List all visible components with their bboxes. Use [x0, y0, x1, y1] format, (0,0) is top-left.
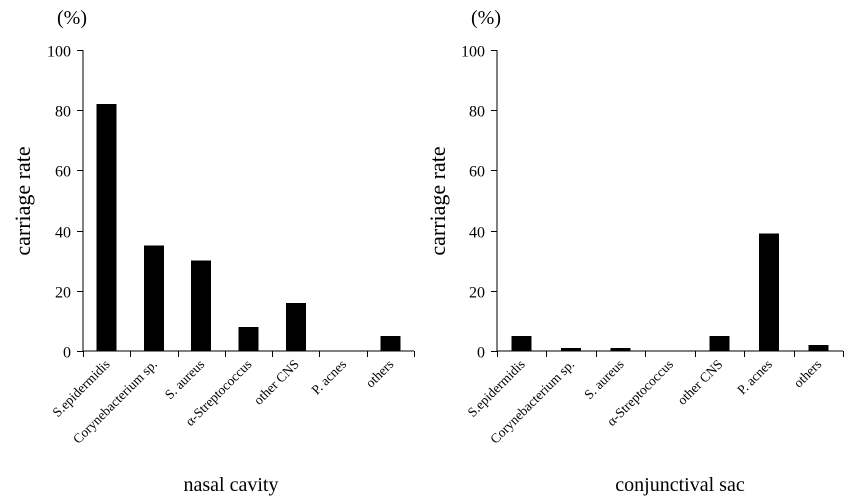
x-tick-label: Corynebacterium sp.	[487, 357, 577, 447]
y-tick-label: 20	[55, 285, 71, 302]
x-tick-label: P. acnes	[308, 357, 349, 398]
y-axis-title: carriage rate	[425, 146, 450, 255]
y-tick-label: 20	[469, 285, 485, 302]
x-tick-label: others	[363, 357, 397, 391]
unit-label: (%)	[57, 7, 87, 29]
y-tick-label: 0	[63, 345, 71, 362]
x-axis-title: conjunctival sac	[615, 474, 745, 496]
y-tick-label: 40	[469, 225, 485, 242]
x-axis-title: nasal cavity	[184, 474, 279, 496]
y-tick-label: 40	[55, 225, 71, 242]
bar	[285, 302, 306, 351]
bar	[610, 348, 631, 351]
y-tick-label: 60	[55, 164, 71, 181]
bar	[238, 326, 259, 351]
chart-nasal-cavity: (%) carriage rate nasal cavity 0 20 40 60 80…	[10, 7, 415, 496]
y-axis-title: carriage rate	[10, 146, 35, 255]
x-tick-label: S. aureus	[162, 357, 208, 403]
y-tick-label: 100	[47, 44, 71, 61]
bar	[191, 260, 212, 351]
bar	[380, 335, 401, 351]
x-tick-label: others	[790, 357, 824, 391]
bar	[561, 348, 582, 351]
bar	[96, 104, 117, 351]
x-tick-label: P. acnes	[734, 357, 775, 398]
bar	[758, 233, 779, 351]
bar	[511, 335, 532, 351]
x-tick-label: Corynebacterium sp.	[70, 357, 160, 447]
y-tick-label: 0	[477, 345, 485, 362]
bar	[143, 245, 164, 351]
y-tick-label: 100	[461, 44, 485, 61]
y-tick-label: 60	[469, 164, 485, 181]
unit-label: (%)	[471, 7, 501, 29]
y-tick-label: 80	[469, 104, 485, 121]
bar	[808, 345, 829, 351]
chart-conjunctival-sac: (%) carriage rate conjunctival sac 0 20 40…	[425, 7, 844, 496]
x-tick-label: other CNS	[251, 357, 302, 408]
x-tick-label: S. aureus	[581, 357, 627, 403]
y-tick-label: 80	[55, 104, 71, 121]
bar	[709, 335, 730, 351]
x-tick-label: other CNS	[674, 357, 725, 408]
